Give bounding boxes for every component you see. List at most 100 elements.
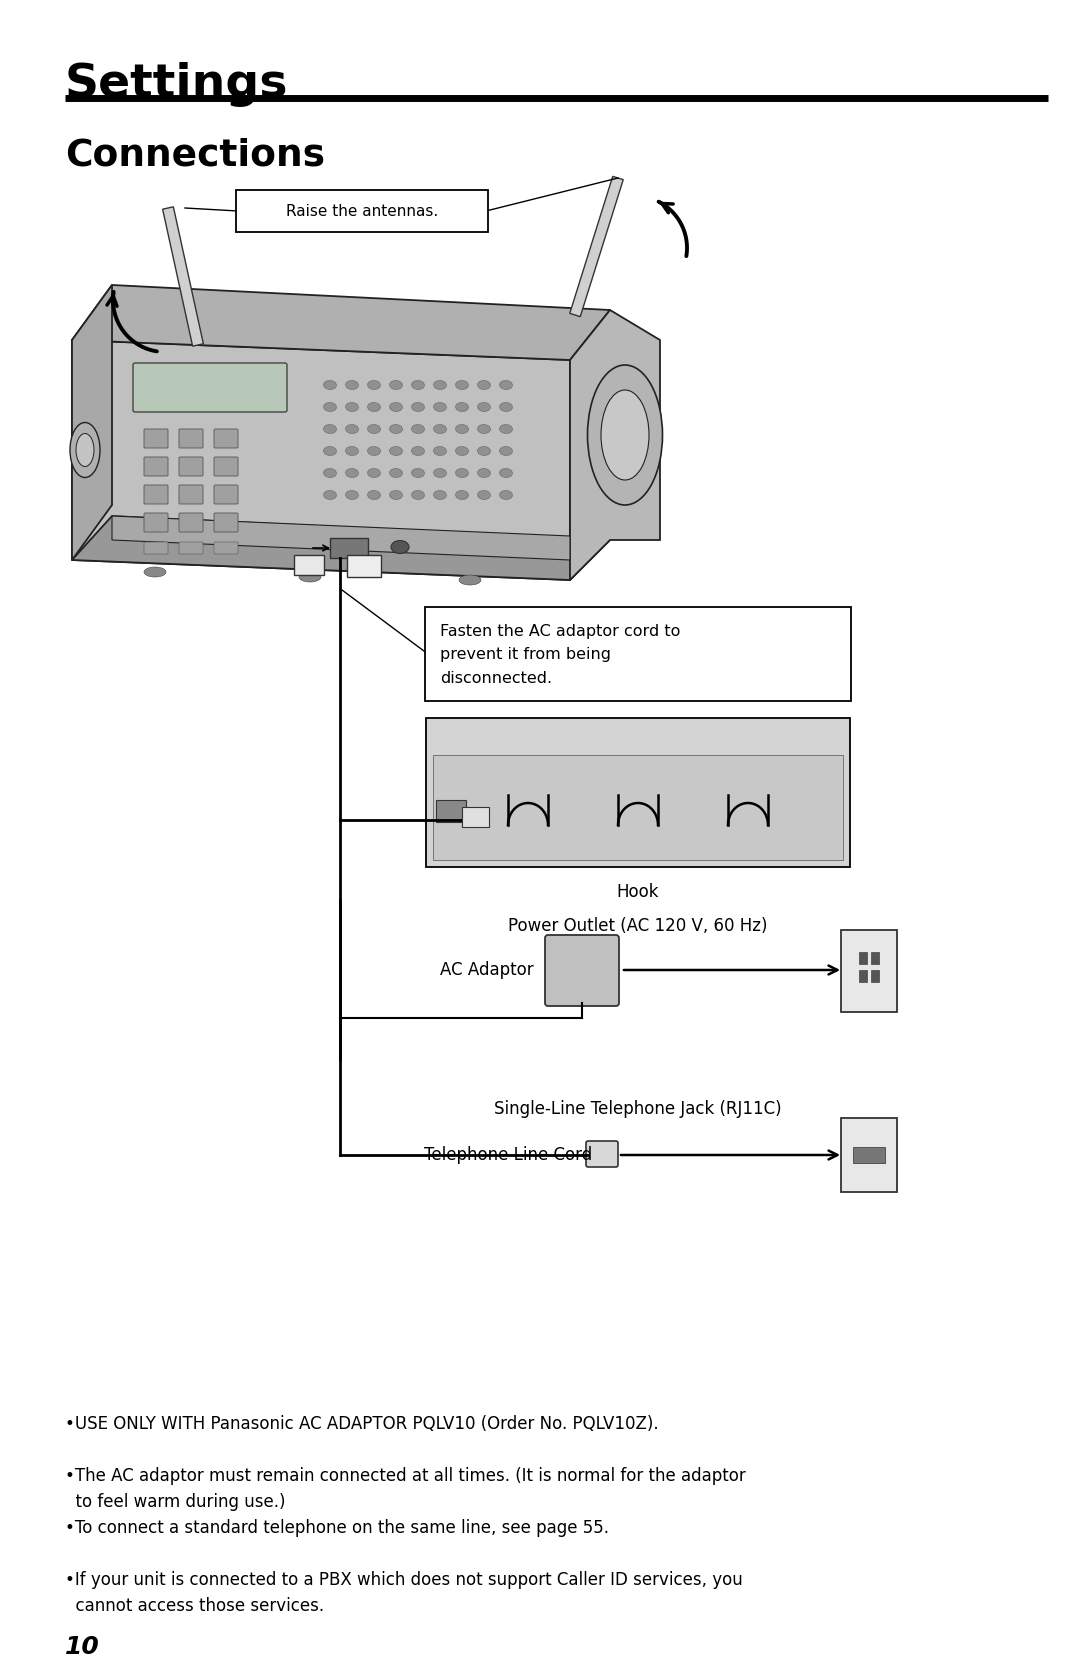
Text: Telephone Line Cord: Telephone Line Cord xyxy=(423,1147,592,1163)
Ellipse shape xyxy=(390,469,403,477)
FancyBboxPatch shape xyxy=(870,970,879,981)
Ellipse shape xyxy=(76,434,94,467)
Ellipse shape xyxy=(433,469,446,477)
Ellipse shape xyxy=(390,402,403,412)
FancyBboxPatch shape xyxy=(214,542,238,554)
FancyBboxPatch shape xyxy=(859,970,867,981)
FancyBboxPatch shape xyxy=(462,808,489,828)
Polygon shape xyxy=(163,207,203,345)
Text: AC Adaptor: AC Adaptor xyxy=(440,961,534,980)
Polygon shape xyxy=(570,310,660,581)
FancyBboxPatch shape xyxy=(214,512,238,532)
Ellipse shape xyxy=(390,381,403,389)
Ellipse shape xyxy=(411,491,424,499)
Ellipse shape xyxy=(456,447,469,456)
Ellipse shape xyxy=(324,491,337,499)
Text: •If your unit is connected to a PBX which does not support Caller ID services, y: •If your unit is connected to a PBX whic… xyxy=(65,1571,743,1614)
Ellipse shape xyxy=(367,402,380,412)
Ellipse shape xyxy=(411,381,424,389)
FancyBboxPatch shape xyxy=(179,542,203,554)
Ellipse shape xyxy=(433,424,446,434)
FancyBboxPatch shape xyxy=(214,486,238,504)
FancyBboxPatch shape xyxy=(179,486,203,504)
Polygon shape xyxy=(72,285,112,561)
Ellipse shape xyxy=(456,424,469,434)
Text: •USE ONLY WITH Panasonic AC ADAPTOR PQLV10 (Order No. PQLV10Z).: •USE ONLY WITH Panasonic AC ADAPTOR PQLV… xyxy=(65,1415,659,1434)
Ellipse shape xyxy=(367,381,380,389)
FancyBboxPatch shape xyxy=(347,556,381,577)
Ellipse shape xyxy=(477,469,490,477)
Text: Hook: Hook xyxy=(617,883,659,901)
Text: Raise the antennas.: Raise the antennas. xyxy=(286,204,438,219)
FancyBboxPatch shape xyxy=(133,362,287,412)
Ellipse shape xyxy=(390,447,403,456)
Ellipse shape xyxy=(367,469,380,477)
Ellipse shape xyxy=(411,424,424,434)
Ellipse shape xyxy=(456,491,469,499)
Text: Connections: Connections xyxy=(65,139,325,174)
Ellipse shape xyxy=(459,576,481,586)
Ellipse shape xyxy=(390,424,403,434)
Ellipse shape xyxy=(433,381,446,389)
Ellipse shape xyxy=(433,402,446,412)
FancyBboxPatch shape xyxy=(144,542,168,554)
Ellipse shape xyxy=(346,491,359,499)
Ellipse shape xyxy=(477,491,490,499)
Ellipse shape xyxy=(456,381,469,389)
FancyBboxPatch shape xyxy=(545,935,619,1006)
Ellipse shape xyxy=(500,447,513,456)
Ellipse shape xyxy=(346,447,359,456)
Text: •The AC adaptor must remain connected at all times. (It is normal for the adapto: •The AC adaptor must remain connected at… xyxy=(65,1467,745,1510)
Ellipse shape xyxy=(367,491,380,499)
Ellipse shape xyxy=(456,402,469,412)
FancyBboxPatch shape xyxy=(433,754,843,860)
FancyBboxPatch shape xyxy=(294,556,324,576)
Polygon shape xyxy=(72,516,610,581)
Ellipse shape xyxy=(477,424,490,434)
Ellipse shape xyxy=(346,402,359,412)
FancyBboxPatch shape xyxy=(237,190,488,232)
Text: •To connect a standard telephone on the same line, see page 55.: •To connect a standard telephone on the … xyxy=(65,1519,609,1537)
FancyBboxPatch shape xyxy=(586,1142,618,1167)
Ellipse shape xyxy=(477,447,490,456)
Polygon shape xyxy=(72,285,610,361)
Text: Settings: Settings xyxy=(65,62,288,107)
Ellipse shape xyxy=(324,424,337,434)
FancyBboxPatch shape xyxy=(179,512,203,532)
FancyBboxPatch shape xyxy=(426,718,850,866)
Ellipse shape xyxy=(367,424,380,434)
Ellipse shape xyxy=(324,381,337,389)
FancyBboxPatch shape xyxy=(144,457,168,476)
FancyBboxPatch shape xyxy=(841,930,897,1011)
Ellipse shape xyxy=(588,366,662,506)
Ellipse shape xyxy=(500,469,513,477)
Ellipse shape xyxy=(600,391,649,481)
FancyBboxPatch shape xyxy=(144,429,168,447)
Ellipse shape xyxy=(500,424,513,434)
FancyBboxPatch shape xyxy=(330,537,368,557)
Ellipse shape xyxy=(70,422,100,477)
Text: Fasten the AC adaptor cord to
prevent it from being
disconnected.: Fasten the AC adaptor cord to prevent it… xyxy=(440,624,680,686)
Ellipse shape xyxy=(477,381,490,389)
Ellipse shape xyxy=(324,447,337,456)
Ellipse shape xyxy=(500,491,513,499)
FancyBboxPatch shape xyxy=(870,951,879,965)
Polygon shape xyxy=(112,516,570,561)
FancyBboxPatch shape xyxy=(179,457,203,476)
Ellipse shape xyxy=(324,469,337,477)
Ellipse shape xyxy=(433,447,446,456)
Text: 10: 10 xyxy=(65,1636,99,1659)
Ellipse shape xyxy=(477,402,490,412)
Ellipse shape xyxy=(411,469,424,477)
FancyBboxPatch shape xyxy=(436,799,465,823)
FancyBboxPatch shape xyxy=(426,608,851,701)
FancyBboxPatch shape xyxy=(841,1118,897,1192)
FancyBboxPatch shape xyxy=(144,486,168,504)
Ellipse shape xyxy=(346,469,359,477)
Ellipse shape xyxy=(500,381,513,389)
Text: Single-Line Telephone Jack (RJ11C): Single-Line Telephone Jack (RJ11C) xyxy=(495,1100,782,1118)
Ellipse shape xyxy=(299,572,321,582)
Ellipse shape xyxy=(456,469,469,477)
Ellipse shape xyxy=(390,491,403,499)
Polygon shape xyxy=(570,177,623,317)
